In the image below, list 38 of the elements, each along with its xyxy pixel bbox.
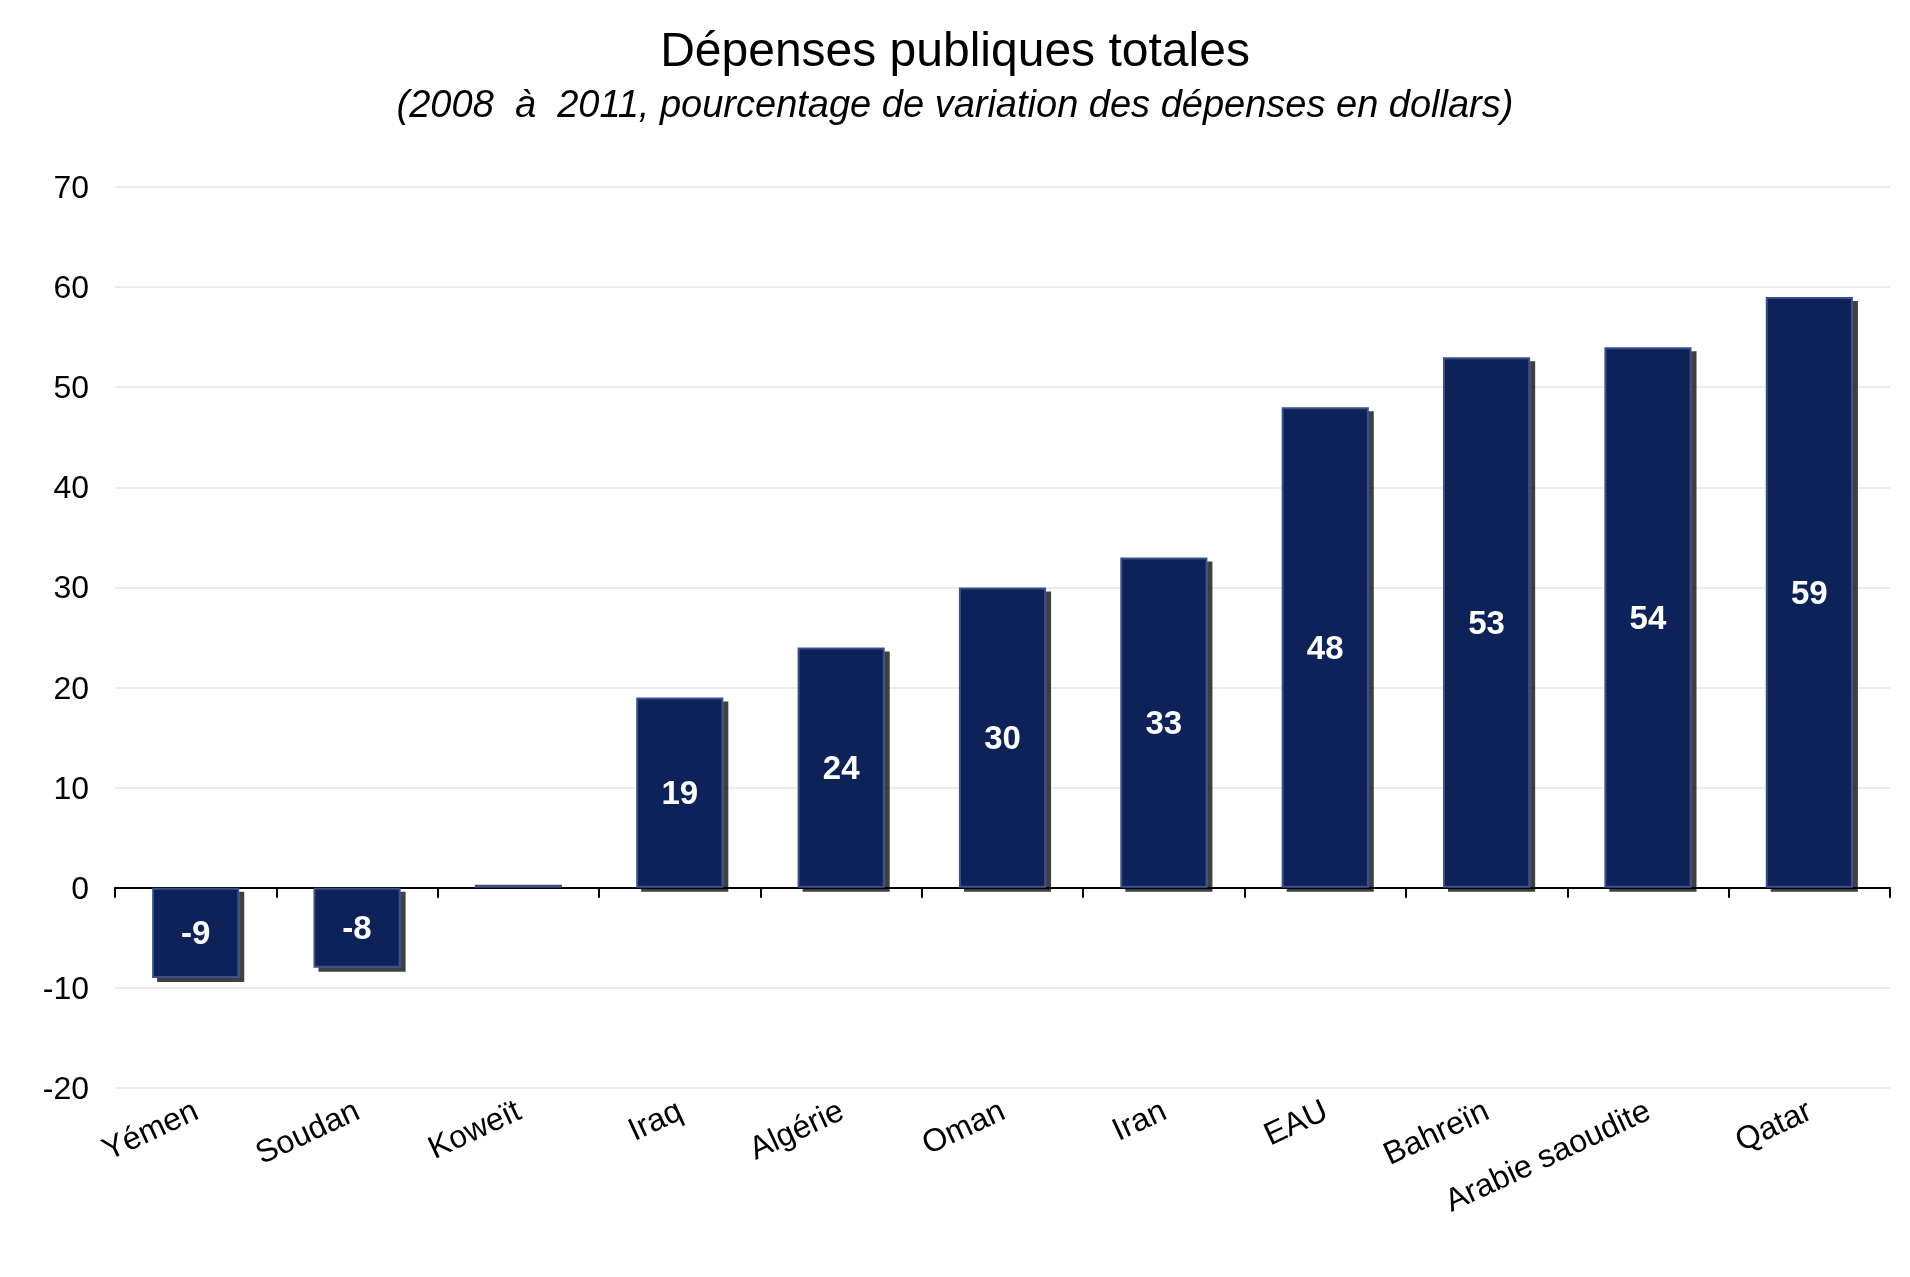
y-tick-label: 70 (53, 169, 89, 205)
bar (1120, 557, 1208, 888)
bar (152, 887, 240, 978)
data-label: 19 (661, 774, 699, 812)
data-label: -8 (342, 909, 372, 947)
x-tick-label: Oman (915, 1091, 1011, 1162)
x-tick-label: EAU (1258, 1091, 1333, 1153)
y-tick-label: 50 (53, 369, 89, 406)
data-label: 54 (1629, 598, 1667, 636)
bar (636, 697, 724, 888)
y-tick-label: -10 (42, 969, 89, 1006)
data-label: 48 (1306, 629, 1344, 667)
bar (1281, 407, 1369, 888)
data-label: 30 (984, 719, 1021, 757)
bar (313, 887, 401, 968)
bar (1443, 357, 1531, 888)
x-tick-label: Qatar (1729, 1091, 1818, 1159)
bar (958, 587, 1047, 888)
y-tick-label: 30 (53, 569, 89, 606)
bar (797, 647, 885, 888)
y-tick-label: 40 (53, 469, 89, 506)
data-label: 59 (1790, 573, 1828, 611)
chart-title: Dépenses publiques totales (660, 22, 1250, 76)
x-tick-label: Yémen (96, 1091, 204, 1168)
chart-subtitle: (2008 à 2011, pourcentage de variation des dépenses en dollars) (396, 83, 1514, 125)
y-tick-label: 0 (71, 869, 89, 906)
y-tick-label: 20 (53, 669, 89, 706)
data-label: 53 (1468, 603, 1505, 641)
bar (1765, 297, 1853, 888)
data-label: 33 (1145, 704, 1183, 742)
y-tick-label: -20 (42, 1070, 89, 1106)
y-tick-label: 10 (53, 769, 89, 806)
y-tick-label: 60 (53, 269, 89, 306)
x-tick-label: Iraq (622, 1091, 688, 1148)
bar (1604, 347, 1692, 888)
x-tick-label: Iran (1106, 1091, 1172, 1148)
data-label: 24 (822, 749, 861, 787)
data-label: -9 (181, 914, 211, 952)
